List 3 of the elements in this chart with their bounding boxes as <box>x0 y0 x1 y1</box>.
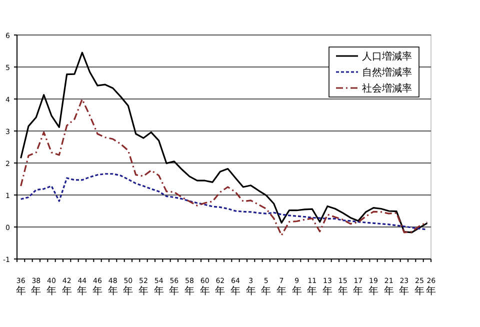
legend-label: 人口増減率 <box>362 50 412 62</box>
legend-label: 自然増減率 <box>362 66 412 78</box>
legend-label: 社会増減率 <box>362 82 412 94</box>
